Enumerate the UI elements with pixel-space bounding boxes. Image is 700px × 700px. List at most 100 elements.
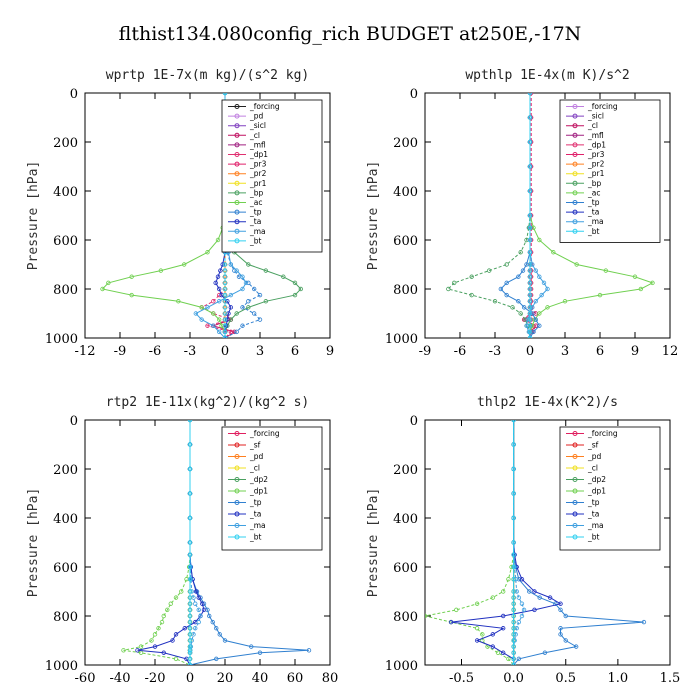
data-point: [240, 305, 245, 310]
data-point: [257, 292, 263, 298]
y-tick-label: 200: [53, 136, 78, 151]
data-point: [547, 595, 553, 600]
y-tick-label: 400: [53, 185, 78, 200]
y-tick-label: 1000: [385, 659, 418, 674]
legend-label: _forcing: [249, 102, 280, 111]
data-point: [214, 656, 219, 662]
data-point: [518, 250, 523, 255]
x-tick-label: 20: [217, 671, 234, 686]
legend-marker: [572, 190, 578, 196]
data-point: [199, 317, 204, 322]
data-point: [205, 305, 210, 310]
legend-marker: [234, 200, 240, 205]
x-tick-label: 0: [526, 344, 534, 359]
data-point: [187, 552, 193, 557]
data-point: [213, 280, 218, 286]
x-tick-label: -40: [110, 671, 131, 686]
data-point: [251, 286, 257, 292]
data-point: [527, 335, 533, 338]
data-point: [541, 280, 547, 286]
legend-marker: [234, 113, 240, 119]
data-point: [205, 323, 210, 328]
legend-marker: [234, 104, 240, 109]
y-tick-label: 400: [53, 512, 78, 527]
data-point: [519, 601, 525, 606]
data-point: [511, 589, 516, 594]
data-point: [527, 250, 533, 255]
legend-label: _dp1: [249, 487, 268, 496]
legend-label: _cl: [587, 464, 598, 473]
data-point: [545, 305, 550, 310]
x-tick-label: -0.5: [449, 671, 474, 686]
data-point: [454, 607, 459, 613]
legend-marker: [572, 523, 578, 528]
data-point: [474, 626, 480, 631]
series-line-ta: [137, 420, 205, 665]
data-point: [225, 317, 230, 322]
data-point: [527, 305, 533, 310]
legend-label: _ma: [587, 217, 604, 226]
legend-label: _tp: [249, 208, 262, 217]
data-point: [527, 93, 533, 96]
legend-label: _mfl: [249, 140, 266, 149]
legend-marker: [234, 442, 240, 448]
data-point: [542, 650, 548, 655]
data-point: [100, 286, 105, 292]
data-point: [161, 613, 166, 619]
y-tick-label: 200: [53, 463, 78, 478]
legend-label: _ta: [587, 208, 599, 217]
x-tick-label: -12: [75, 344, 96, 359]
data-point: [222, 311, 228, 316]
data-point: [516, 656, 522, 662]
data-point: [504, 262, 509, 267]
panel-title: wprtp 1E-7x(m kg)/(s^2 kg): [106, 68, 310, 83]
data-point: [520, 268, 526, 273]
data-point: [533, 317, 539, 322]
series-line-ta: [451, 420, 562, 665]
legend-label: _bp: [249, 188, 264, 197]
legend-marker: [234, 228, 240, 234]
data-point: [210, 619, 215, 625]
series-group: [121, 420, 312, 665]
panel-title: wpthlp 1E-4x(m K)/s^2: [465, 68, 629, 83]
data-point: [558, 626, 563, 631]
data-point: [511, 662, 516, 665]
y-tick-label: 400: [393, 185, 418, 200]
data-point: [187, 632, 193, 637]
x-tick-label: 80: [322, 671, 339, 686]
y-axis-label: Pressure [hPa]: [26, 161, 41, 271]
data-point: [527, 225, 533, 230]
data-point: [193, 311, 199, 316]
data-point: [527, 274, 533, 279]
y-tick-label: 200: [393, 463, 418, 478]
legend-marker: [572, 219, 578, 225]
data-point: [521, 607, 527, 613]
data-point: [527, 237, 533, 243]
data-point: [504, 280, 509, 286]
y-tick-label: 600: [53, 561, 78, 576]
data-point: [469, 274, 474, 279]
data-point: [196, 607, 201, 613]
legend-label: _bt: [249, 236, 262, 245]
x-tick-label: 9: [326, 344, 334, 359]
legend-marker: [572, 431, 578, 436]
data-point: [263, 268, 269, 273]
data-point: [514, 589, 519, 594]
y-tick-label: 800: [393, 610, 418, 625]
data-point: [193, 589, 199, 594]
data-point: [510, 305, 515, 310]
legend-label: _tp: [587, 498, 600, 507]
legend-marker: [234, 180, 240, 186]
legend-label: _pd: [249, 112, 264, 121]
data-point: [187, 589, 193, 594]
data-point: [527, 139, 533, 145]
data-point: [246, 299, 251, 304]
legend-marker: [572, 171, 578, 177]
data-point: [573, 644, 579, 649]
legend-label: _tp: [249, 498, 262, 507]
legend-box: [221, 426, 323, 551]
y-tick-label: 0: [410, 87, 418, 102]
legend-marker: [234, 171, 240, 177]
series-line-ac: [101, 93, 226, 338]
